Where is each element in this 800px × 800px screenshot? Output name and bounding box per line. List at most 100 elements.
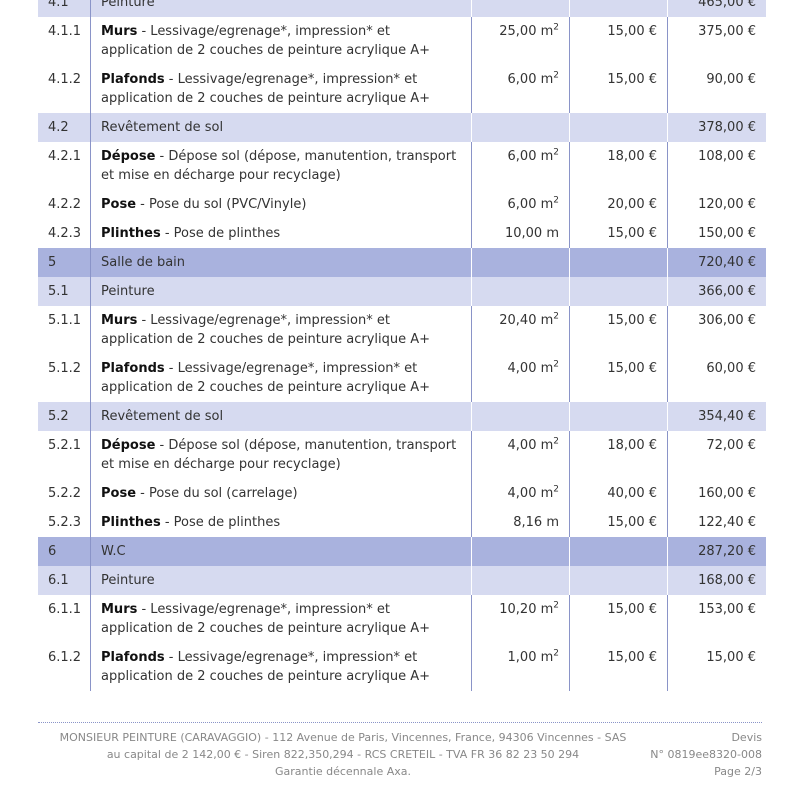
unit-exponent: 2 [553,70,559,81]
empty-cell [569,402,668,431]
item-title: Dépose [101,438,156,453]
item-title: Pose [101,197,137,212]
item-quantity: 1,00 m2 [471,643,570,691]
section-row: 6 W.C 287,20 € [38,537,766,566]
section-label: Revêtement de sol [90,113,472,142]
item-number: 6.1.1 [48,602,82,617]
item-description: Plinthes - Pose de plinthes [90,508,472,537]
empty-cell [471,537,570,566]
item-title: Plinthes [101,515,161,530]
item-detail: - Lessivage/egrenage*, impression* et ap… [101,24,431,58]
section-label: Peinture [90,566,472,595]
item-detail: - Pose de plinthes [160,226,281,241]
item-number: 4.1.1 [48,24,82,39]
item-title: Murs [101,313,138,328]
item-title: Plinthes [101,226,161,241]
item-unit-price: 15,00 € [569,643,668,691]
item-unit-price: 15,00 € [569,508,668,537]
item-unit-price: 15,00 € [569,595,668,643]
section-label: Peinture [90,277,472,306]
section-number: 5.1 [38,277,91,306]
item-unit-price: 15,00 € [569,219,668,248]
empty-cell [471,248,570,277]
item-title: Pose [101,486,137,501]
section-total: 354,40 € [667,402,766,431]
document-type: Devis [731,731,762,744]
item-quantity: 8,16 m [471,508,570,537]
item-unit-price: 15,00 € [569,65,668,113]
quantity-value: 25,00 m [499,24,554,39]
empty-cell [471,566,570,595]
empty-cell [471,0,570,17]
item-title: Dépose [101,149,156,164]
unit-exponent: 2 [553,311,559,322]
item-number: 5.1.2 [48,361,82,376]
subsection-row: 6.1 Peinture 168,00 € [38,566,766,595]
line-item-row: 4.1.2 Plafonds - Lessivage/egrenage*, imp… [38,65,766,113]
item-total: 122,40 € [667,508,766,537]
quantity-value: 6,00 m [507,149,554,164]
line-item-row: 4.2.2 Pose - Pose du sol (PVC/Vinyle) 6,00… [38,190,766,219]
item-description: Pose - Pose du sol (carrelage) [90,479,472,508]
section-total: 465,00 € [667,0,766,17]
quantity-value: 6,00 m [507,72,554,87]
item-total: 108,00 € [667,142,766,190]
quantity-value: 4,00 m [507,361,554,376]
empty-cell [569,566,668,595]
section-label: Peinture [90,0,472,17]
unit-exponent: 2 [553,147,559,158]
empty-cell [471,402,570,431]
subsection-row: 4.2 Revêtement de sol 378,00 € [38,113,766,142]
item-number: 4.2.3 [48,226,82,241]
section-total: 720,40 € [667,248,766,277]
item-unit-price: 18,00 € [569,431,668,479]
empty-cell [471,113,570,142]
item-description: Pose - Pose du sol (PVC/Vinyle) [90,190,472,219]
section-number: 4.1 [38,0,91,17]
company-line-1: MONSIEUR PEINTURE (CARAVAGGIO) - 112 Ave… [59,731,627,744]
item-quantity: 4,00 m2 [471,431,570,479]
section-number: 4.2 [38,113,91,142]
item-detail: - Pose du sol (carrelage) [136,486,298,501]
item-total: 375,00 € [667,17,766,65]
item-unit-price: 40,00 € [569,479,668,508]
item-quantity: 4,00 m2 [471,479,570,508]
line-item-row: 5.1.1 Murs - Lessivage/egrenage*, impress… [38,306,766,354]
item-number: 5.1.1 [48,313,82,328]
section-total: 378,00 € [667,113,766,142]
empty-cell [569,113,668,142]
item-unit-price: 20,00 € [569,190,668,219]
item-quantity: 20,40 m2 [471,306,570,354]
item-number: 6.1.2 [48,650,82,665]
item-quantity: 6,00 m2 [471,65,570,113]
line-item-row: 6.1.1 Murs - Lessivage/egrenage*, impress… [38,595,766,643]
item-detail: - Pose de plinthes [160,515,281,530]
section-total: 366,00 € [667,277,766,306]
section-label: Revêtement de sol [90,402,472,431]
line-item-row: 4.2.3 Plinthes - Pose de plinthes 10,00 m 1… [38,219,766,248]
item-detail: - Dépose sol (dépose, manutention, trans… [101,438,457,472]
item-title: Murs [101,24,138,39]
empty-cell [569,537,668,566]
item-number: 4.1.2 [48,72,82,87]
line-item-row: 5.2.1 Dépose - Dépose sol (dépose, manute… [38,431,766,479]
item-total: 306,00 € [667,306,766,354]
item-title: Murs [101,602,138,617]
company-line-3: Garantie décennale Axa. [275,765,411,778]
quantity-value: 20,40 m [499,313,554,328]
item-quantity: 4,00 m2 [471,354,570,402]
section-number: 5 [38,248,91,277]
company-info: MONSIEUR PEINTURE (CARAVAGGIO) - 112 Ave… [38,729,648,780]
quantity-value: 6,00 m [507,197,554,212]
section-row: 5 Salle de bain 720,40 € [38,248,766,277]
line-item-row: 4.1.1 Murs - Lessivage/egrenage*, impress… [38,17,766,65]
section-label: Salle de bain [90,248,472,277]
item-total: 120,00 € [667,190,766,219]
empty-cell [471,277,570,306]
item-detail: - Lessivage/egrenage*, impression* et ap… [101,602,431,636]
line-item-row: 4.2.1 Dépose - Dépose sol (dépose, manute… [38,142,766,190]
unit-exponent: 2 [553,484,559,495]
item-detail: - Lessivage/egrenage*, impression* et ap… [101,72,431,106]
line-item-row: 5.1.2 Plafonds - Lessivage/egrenage*, imp… [38,354,766,402]
unit-exponent: 2 [553,648,559,659]
